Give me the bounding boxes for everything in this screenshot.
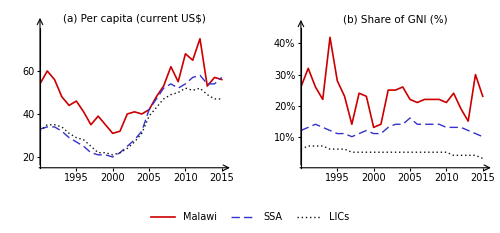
Legend: Malawi, SSA, LICs: Malawi, SSA, LICs: [147, 208, 353, 226]
Title: (b) Share of GNI (%): (b) Share of GNI (%): [343, 14, 448, 24]
Title: (a) Per capita (current US$): (a) Per capita (current US$): [63, 14, 206, 24]
